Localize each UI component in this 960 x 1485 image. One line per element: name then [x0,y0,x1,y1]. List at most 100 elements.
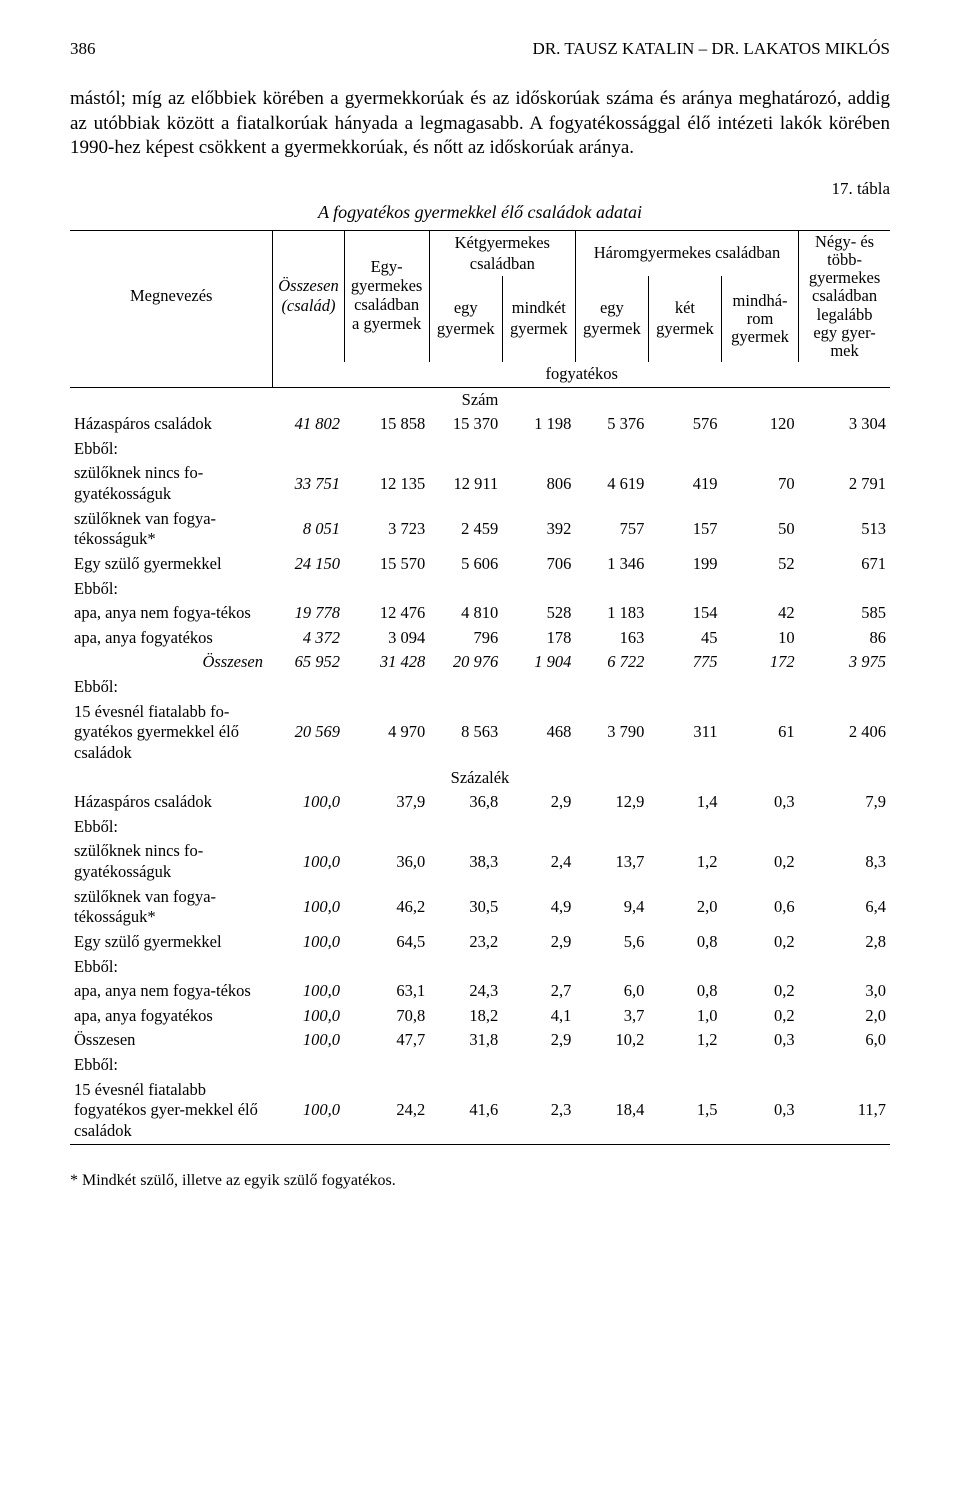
cell: 20 569 [273,700,344,766]
cell: 0,8 [648,979,721,1004]
cell: 37,9 [344,790,429,815]
cell: 5 606 [429,552,502,577]
cell: 1 346 [575,552,648,577]
cell: 100,0 [273,839,344,884]
cell: 61 [721,700,798,766]
cell: 13,7 [575,839,648,884]
cell: 4 810 [429,601,502,626]
cell: 3,7 [575,1004,648,1029]
row-label: 15 évesnél fiatalabb fogyatékos gyer-mek… [70,1078,273,1144]
col-header-egygyermekes: Egy-gyermekes családban a gyermek [344,230,429,361]
cell: 2,0 [648,885,721,930]
cell: 15 570 [344,552,429,577]
cell: 11,7 [799,1078,890,1144]
row-label: Ebből: [70,815,273,840]
cell: 6 722 [575,650,648,675]
row-label: Ebből: [70,675,273,700]
cell: 41,6 [429,1078,502,1144]
cell: 2,3 [502,1078,575,1144]
cell: 86 [799,626,890,651]
cell: 576 [648,412,721,437]
cell: 8 563 [429,700,502,766]
cell: 392 [502,507,575,552]
cell: 2,8 [799,930,890,955]
cell: 65 952 [273,650,344,675]
row-label: Egy szülő gyermekkel [70,552,273,577]
cell: 3 304 [799,412,890,437]
row-label: Ebből: [70,437,273,462]
table-row: 15 évesnél fiatalabb fo-gyatékos gyermek… [70,700,890,766]
table-row: apa, anya fogyatékos 100,0 70,8 18,2 4,1… [70,1004,890,1029]
cell: 24,3 [429,979,502,1004]
cell: 52 [721,552,798,577]
cell: 6,0 [799,1028,890,1053]
row-label: szülőknek van fogya-tékosságuk* [70,885,273,930]
cell: 19 778 [273,601,344,626]
cell: 3 723 [344,507,429,552]
cell: 4 372 [273,626,344,651]
cell: 12 911 [429,461,502,506]
footnote: * Mindkét szülő, illetve az egyik szülő … [70,1171,890,1191]
table-row: Ebből: [70,437,890,462]
row-label: szülőknek nincs fo-gyatékosságuk [70,839,273,884]
row-label: Egy szülő gyermekkel [70,930,273,955]
body-paragraph: mástól; míg az előbbiek körében a gyerme… [70,87,890,160]
col-group-ketgyermekes: Kétgyermekes családban [429,230,575,276]
col-header-ket-a: egy gyermek [429,276,502,362]
cell: 796 [429,626,502,651]
table-row: Ebből: [70,1053,890,1078]
cell: 2,0 [799,1004,890,1029]
row-label: 15 évesnél fiatalabb fo-gyatékos gyermek… [70,700,273,766]
cell: 528 [502,601,575,626]
cell: 0,3 [721,790,798,815]
cell: 47,7 [344,1028,429,1053]
cell: 585 [799,601,890,626]
cell: 10,2 [575,1028,648,1053]
cell: 806 [502,461,575,506]
col-header-ket-b: mindkét gyermek [502,276,575,362]
cell: 4,9 [502,885,575,930]
cell: 0,3 [721,1028,798,1053]
cell: 23,2 [429,930,502,955]
page-number: 386 [70,38,96,59]
cell: 15 858 [344,412,429,437]
row-label: apa, anya fogyatékos [70,1004,273,1029]
cell: 3 094 [344,626,429,651]
cell: 18,4 [575,1078,648,1144]
table-row: Ebből: [70,955,890,980]
cell: 6,0 [575,979,648,1004]
cell: 2 791 [799,461,890,506]
table-row: Ebből: [70,675,890,700]
cell: 63,1 [344,979,429,1004]
cell: 0,2 [721,930,798,955]
running-title: DR. TAUSZ KATALIN – DR. LAKATOS MIKLÓS [533,38,890,59]
cell: 0,2 [721,1004,798,1029]
cell: 2,7 [502,979,575,1004]
row-label: apa, anya nem fogya-tékos [70,979,273,1004]
table-row: Házaspáros családok 41 802 15 858 15 370… [70,412,890,437]
cell: 172 [721,650,798,675]
cell: 199 [648,552,721,577]
cell: 70 [721,461,798,506]
cell: 2,9 [502,790,575,815]
cell: 31 428 [344,650,429,675]
section-szam: Szám [70,387,890,412]
cell: 41 802 [273,412,344,437]
cell: 157 [648,507,721,552]
row-label: Összesen [70,1028,273,1053]
cell: 1,2 [648,839,721,884]
cell: 2 459 [429,507,502,552]
section-szazalek: Százalék [70,766,890,791]
cell: 2,4 [502,839,575,884]
row-label: Összesen [70,650,273,675]
table-row: szülőknek van fogya-tékosságuk* 100,0 46… [70,885,890,930]
cell: 1 198 [502,412,575,437]
cell: 4 619 [575,461,648,506]
cell: 0,3 [721,1078,798,1144]
cell: 120 [721,412,798,437]
cell: 3 790 [575,700,648,766]
col-group-haromgyermekes: Háromgyermekes családban [575,230,798,276]
cell: 36,8 [429,790,502,815]
table-head: Megnevezés Összesen (család) Egy-gyermek… [70,230,890,387]
table-row: Összesen 100,0 47,7 31,8 2,9 10,2 1,2 0,… [70,1028,890,1053]
